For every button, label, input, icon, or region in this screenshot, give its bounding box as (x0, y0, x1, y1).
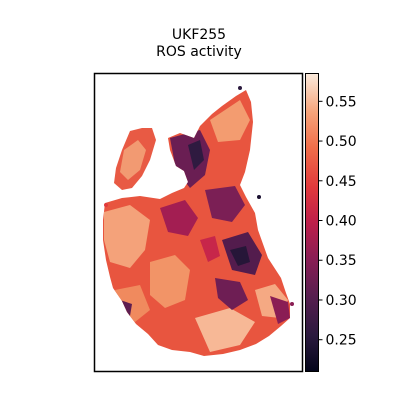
colorbar-tick-label: 0.50 (326, 134, 357, 150)
tissue-island-left (114, 128, 156, 190)
colorbar-tick-label: 0.35 (326, 253, 357, 269)
colorbar-tick-label: 0.40 (326, 214, 357, 230)
colorbar-tick-label: 0.45 (326, 174, 357, 190)
chart-title: UKF255 (172, 27, 226, 43)
chart-subtitle: ROS activity (156, 44, 242, 60)
colorbar-tick-label: 0.55 (326, 94, 357, 110)
colorbar (305, 73, 319, 372)
colorbar-tick-label: 0.25 (326, 333, 357, 349)
colorbar-ticks: 0.25 0.30 0.35 0.40 0.45 0.50 0.55 (318, 94, 357, 349)
colorbar-tick-label: 0.30 (326, 293, 357, 309)
